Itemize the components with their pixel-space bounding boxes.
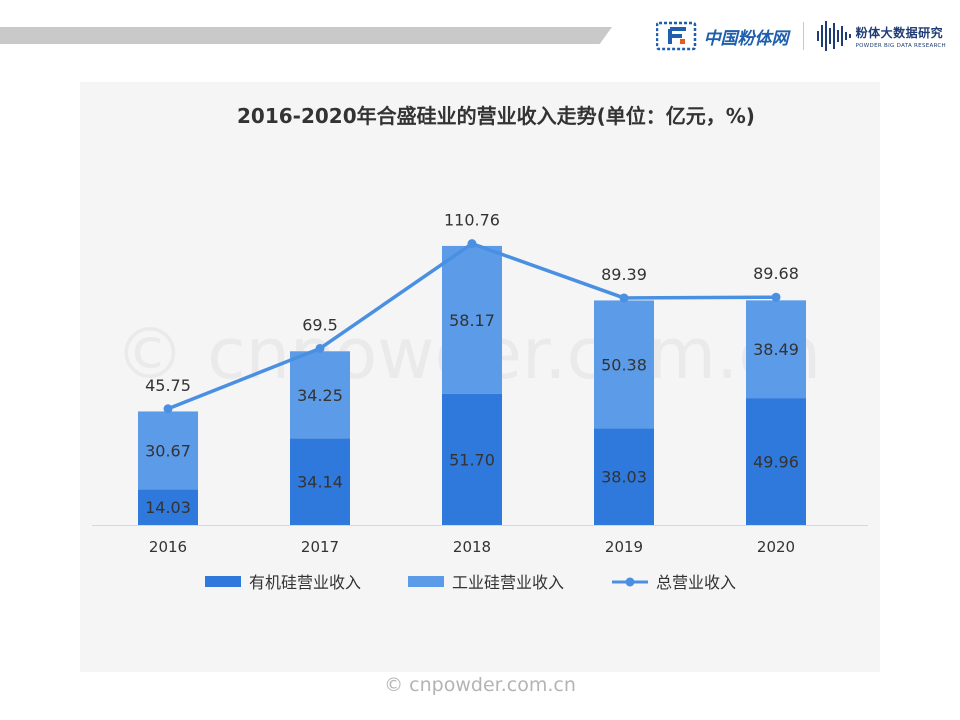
total-point-2018 xyxy=(467,239,477,249)
label-organic-2020: 49.96 xyxy=(753,453,799,472)
bar-industrial-2020 xyxy=(746,300,806,399)
bar-organic-2019 xyxy=(594,428,654,525)
logo-divider xyxy=(802,22,804,50)
footer-watermark: © cnpowder.com.cn xyxy=(384,674,576,696)
total-point-2020 xyxy=(771,292,781,302)
bigdata-logo-en: POWDER BIG DATA RESEARCH xyxy=(855,42,946,49)
label-organic-2019: 38.03 xyxy=(601,468,647,487)
label-industrial-2019: 50.38 xyxy=(601,355,647,374)
bar-industrial-2017 xyxy=(290,351,350,439)
total-point-2019 xyxy=(619,293,629,303)
bigdata-bars-icon xyxy=(816,21,851,51)
bar-organic-2016 xyxy=(138,489,198,525)
bar-industrial-2018 xyxy=(442,245,502,394)
cnpowder-logo-text: 中国粉体网 xyxy=(703,28,789,49)
label-organic-2017: 34.14 xyxy=(297,473,343,492)
label-organic-2016: 14.03 xyxy=(145,498,191,517)
label-industrial-2018: 58.17 xyxy=(449,311,495,330)
bar-industrial-2016 xyxy=(138,411,198,490)
bar-organic-2018 xyxy=(442,393,502,525)
label-industrial-2016: 30.67 xyxy=(145,441,191,460)
label-total-2017: 69.5 xyxy=(302,315,338,334)
header-band xyxy=(0,27,612,44)
label-total-2016: 45.75 xyxy=(145,376,191,395)
bar-organic-2017 xyxy=(290,438,350,525)
x-tick-2020: 2020 xyxy=(757,538,795,556)
legend-swatch-1 xyxy=(408,576,444,587)
x-tick-2016: 2016 xyxy=(149,538,187,556)
legend-swatch-0 xyxy=(205,576,241,587)
legend-swatch-marker xyxy=(625,577,635,587)
legend-label-2: 总营业收入 xyxy=(656,573,736,592)
label-industrial-2017: 34.25 xyxy=(297,386,343,405)
total-point-2016 xyxy=(163,404,173,414)
x-tick-2018: 2018 xyxy=(453,538,491,556)
bar-industrial-2019 xyxy=(594,300,654,429)
powder-bigdata-logo: 粉体大数据研究 POWDER BIG DATA RESEARCH xyxy=(816,19,946,53)
cnpowder-logo-icon xyxy=(655,21,696,51)
legend-label-0: 有机硅营业收入 xyxy=(249,573,361,592)
label-organic-2018: 51.70 xyxy=(449,450,495,469)
total-point-2017 xyxy=(315,343,325,353)
label-total-2018: 110.76 xyxy=(444,211,500,230)
label-total-2019: 89.39 xyxy=(601,265,647,284)
bigdata-logo-cn: 粉体大数据研究 xyxy=(855,25,944,40)
header-logos: 中国粉体网 粉体大数据研究 POWDER BIG DATA RESEARCH xyxy=(655,14,946,58)
x-tick-2017: 2017 xyxy=(301,538,339,556)
cnpowder-logo: 中国粉体网 xyxy=(655,21,789,51)
label-total-2020: 89.68 xyxy=(753,264,799,283)
bar-organic-2020 xyxy=(746,398,806,525)
chart-title: 2016-2020年合盛硅业的营业收入走势(单位：亿元，%) xyxy=(237,104,755,128)
legend-label-1: 工业硅营业收入 xyxy=(452,573,564,592)
x-tick-2019: 2019 xyxy=(605,538,643,556)
label-industrial-2020: 38.49 xyxy=(753,340,799,359)
